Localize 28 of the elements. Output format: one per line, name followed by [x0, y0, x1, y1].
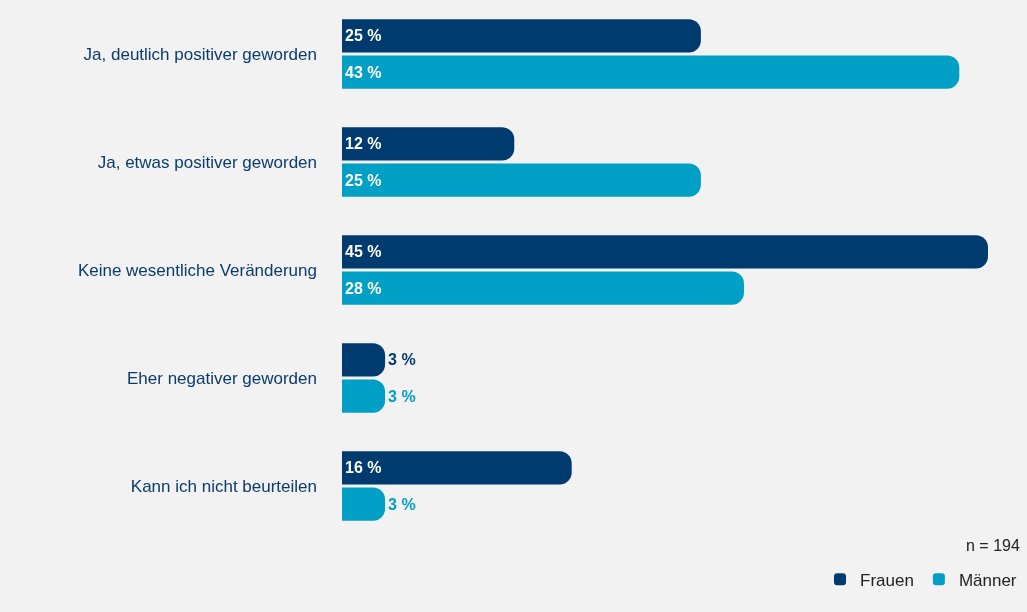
- legend-label: Männer: [958, 570, 1017, 590]
- y-tick-label: Keine wesentliche Veränderung: [77, 260, 317, 280]
- annotation: n = 194: [966, 537, 1020, 554]
- bar: [342, 163, 701, 197]
- bar: [342, 235, 988, 269]
- bar: [342, 271, 744, 305]
- data-label: 25 %: [345, 171, 382, 189]
- bar: [342, 343, 386, 377]
- data-label: 3 %: [388, 351, 416, 369]
- y-tick-label: Ja, deutlich positiver geworden: [83, 44, 317, 64]
- data-label: 16 %: [345, 459, 382, 477]
- data-label: 28 %: [345, 279, 382, 297]
- y-tick-label: Kann ich nicht beurteilen: [130, 476, 317, 496]
- bar: [342, 55, 960, 89]
- bar: [342, 451, 572, 485]
- data-label: 43 %: [345, 63, 382, 81]
- bar: [342, 487, 386, 521]
- y-tick-label: Eher negativer geworden: [127, 368, 317, 388]
- bar: [342, 127, 515, 161]
- data-label: 45 %: [345, 243, 382, 261]
- data-label: 3 %: [388, 387, 416, 405]
- bar: [342, 379, 386, 413]
- data-label: 25 %: [345, 27, 382, 45]
- bar: [342, 19, 701, 53]
- y-tick-label: Ja, etwas positiver geworden: [97, 152, 317, 172]
- data-label: 3 %: [388, 495, 416, 513]
- data-label: 12 %: [345, 135, 382, 153]
- legend-label: Frauen: [860, 570, 914, 590]
